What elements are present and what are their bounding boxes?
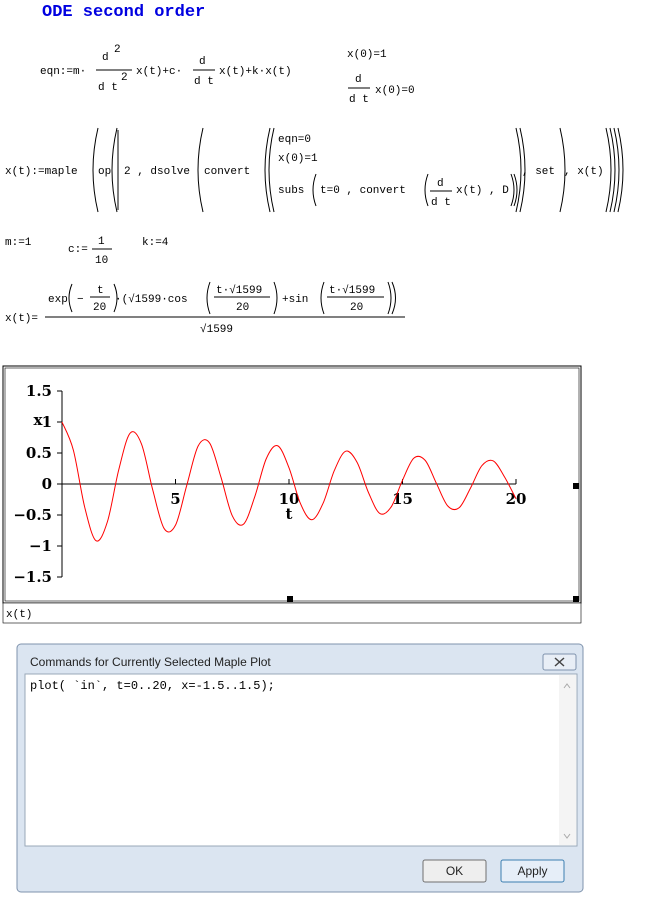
dialog-title: Commands for Currently Selected Maple Pl… — [30, 655, 271, 669]
sol-tail: , x(t) — [564, 166, 604, 178]
y-axis-label: x — [34, 411, 44, 429]
x-tick-label: 5 — [170, 490, 180, 508]
brace — [264, 127, 275, 213]
paren — [111, 127, 118, 213]
paren — [320, 281, 396, 315]
frac-num: d — [437, 178, 444, 190]
x-tick-label: 20 — [506, 490, 527, 508]
plot-expression: x(t) — [6, 609, 32, 621]
y-tick-label: 1 — [42, 413, 52, 431]
frac-den: d t — [431, 197, 451, 209]
command-text: plot( `in`, t=0..20, x=-1.5..1.5); — [30, 679, 275, 693]
frac-den: d t — [349, 94, 369, 106]
sol-lhs: x(t):=maple — [5, 166, 78, 178]
frac-den: 20 — [236, 302, 249, 314]
param-k: k:=4 — [142, 237, 169, 249]
ok-label: OK — [446, 864, 463, 878]
y-tick-label: −0.5 — [13, 506, 52, 524]
set-item: x(0)=1 — [278, 153, 318, 165]
frac-den: 10 — [95, 255, 108, 267]
sol-set: , set — [522, 166, 555, 178]
sol-arg: 2 , dsolve — [124, 166, 190, 178]
paren — [559, 127, 566, 213]
subs-arg: t=0 , convert — [320, 185, 406, 197]
param-c: c:= — [68, 244, 88, 256]
subs-tail: x(t) , D — [456, 185, 509, 197]
sol-convert: convert — [204, 166, 250, 178]
frac-num: d — [199, 56, 206, 68]
frac-den: d t — [194, 76, 214, 88]
frac-num: 1 — [98, 236, 105, 248]
eqn-lhs: eqn:=m· — [40, 66, 86, 78]
ic2: x(0)=0 — [375, 85, 415, 97]
frac-den: 20 — [93, 302, 106, 314]
minus: − — [77, 294, 84, 306]
resize-handle[interactable] — [573, 483, 579, 489]
result-lhs: x(t)= — [5, 313, 38, 325]
frac-den: d t — [98, 82, 118, 94]
sqrt-cos: ·(√1599·cos — [115, 293, 188, 306]
x-axis-label: t — [286, 505, 293, 523]
y-tick-label: 1.5 — [26, 382, 52, 400]
ok-button[interactable] — [422, 859, 487, 883]
ic1: x(0)=1 — [347, 49, 387, 61]
resize-handle[interactable] — [287, 596, 293, 602]
command-textarea[interactable] — [24, 673, 578, 847]
paren — [92, 127, 99, 213]
y-tick-label: −1 — [29, 537, 52, 555]
set-item: eqn=0 — [278, 134, 311, 146]
exp: exp — [48, 294, 68, 306]
paren — [424, 173, 429, 207]
title: ODE second order — [42, 3, 205, 22]
scrollbar[interactable] — [559, 675, 576, 845]
paren — [605, 127, 624, 213]
resize-handle[interactable] — [573, 596, 579, 602]
set-item: subs — [278, 185, 304, 197]
brace — [515, 127, 526, 213]
sol-op: op — [98, 166, 111, 178]
scroll-arrows — [563, 683, 571, 839]
plus-sin: +sin — [282, 294, 308, 306]
eqn-rest: x(t)+k·x(t) — [219, 66, 292, 78]
exponent: 2 — [121, 72, 128, 84]
frac-num: d — [102, 52, 109, 64]
paren — [312, 173, 317, 207]
y-tick-label: −1.5 — [13, 568, 52, 586]
frac-den: 20 — [350, 302, 363, 314]
x-tick-label: 10 — [279, 490, 300, 508]
close-icon — [554, 657, 565, 667]
exponent: 2 — [114, 44, 121, 56]
param-m: m:=1 — [5, 237, 32, 249]
paren — [206, 281, 278, 315]
y-tick-label: 0 — [42, 475, 52, 493]
apply-button[interactable] — [500, 859, 565, 883]
frac-num: t·√1599 — [216, 284, 262, 297]
plot-expression-box — [2, 602, 582, 624]
curve — [61, 421, 517, 542]
frac-num: t·√1599 — [329, 284, 375, 297]
paren — [197, 127, 204, 213]
frac-num: d — [355, 74, 362, 86]
frac-num: t — [97, 285, 104, 297]
y-tick-label: 0.5 — [26, 444, 52, 462]
eqn-mid: x(t)+c· — [136, 66, 182, 78]
apply-label: Apply — [517, 864, 547, 878]
denominator: √1599 — [200, 323, 233, 336]
paren — [510, 173, 518, 207]
paren — [68, 283, 118, 313]
